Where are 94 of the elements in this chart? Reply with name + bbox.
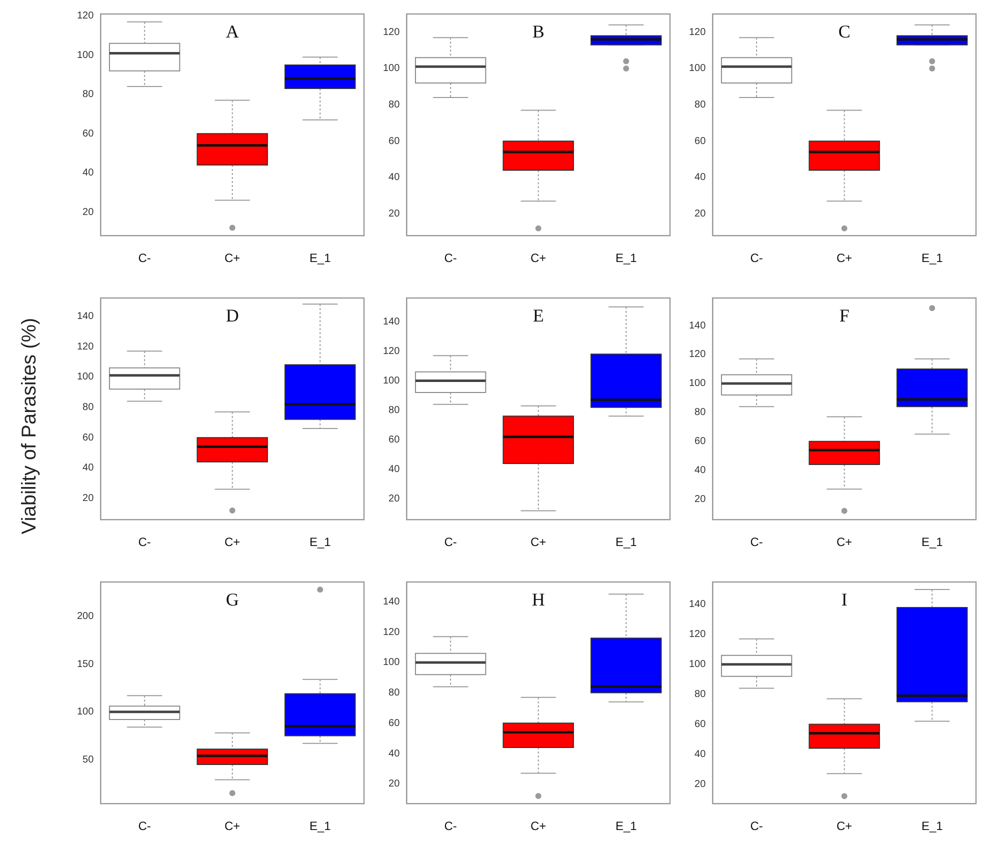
y-tick-label: 100 <box>76 50 94 61</box>
y-tick-label: 40 <box>694 172 706 184</box>
y-tick-label: 150 <box>76 658 94 670</box>
x-tick-label: E_1 <box>309 251 332 266</box>
y-tick-label: 120 <box>382 346 400 357</box>
x-tick-label: C- <box>444 251 457 266</box>
y-tick-label: 80 <box>694 100 706 111</box>
y-tick-label: 40 <box>388 172 400 184</box>
y-tick-label: 140 <box>382 316 400 328</box>
y-tick-label: 80 <box>694 689 706 700</box>
y-tick-label: 120 <box>76 341 94 352</box>
y-tick-label: 120 <box>688 349 706 360</box>
y-tick-label: 40 <box>694 465 706 476</box>
text: H <box>532 590 545 610</box>
x-tick-label: C+ <box>224 819 240 834</box>
text: D <box>226 306 239 326</box>
x-tick-label: C- <box>138 251 151 266</box>
y-tick-label: 200 <box>76 611 94 622</box>
y-tick-label: 80 <box>82 89 94 100</box>
y-tick-label: 140 <box>382 596 400 608</box>
y-tick-label: 100 <box>76 706 94 718</box>
x-tick-label: C+ <box>836 819 852 834</box>
y-tick-label: 80 <box>388 100 400 111</box>
x-tick-label: C- <box>444 535 457 550</box>
x-tick-label: E_1 <box>921 535 944 550</box>
x-tick-label: C- <box>750 819 763 834</box>
y-tick-label: 100 <box>76 372 94 383</box>
x-tick-label: E_1 <box>921 819 944 834</box>
y-tick-label: 60 <box>82 432 94 444</box>
y-tick-label: 120 <box>382 26 400 38</box>
y-tick-label: 100 <box>382 375 400 386</box>
x-tick-label: E_1 <box>309 819 332 834</box>
y-tick-label: 60 <box>388 434 400 446</box>
y-tick-label: 40 <box>694 748 706 760</box>
x-tick-label: C+ <box>224 535 240 550</box>
x-tick-label: E_1 <box>921 251 944 266</box>
y-tick-label: 20 <box>388 494 400 505</box>
x-tick-label: C+ <box>530 251 546 266</box>
y-tick-label: 40 <box>82 462 94 474</box>
x-tick-label: E_1 <box>615 819 638 834</box>
x-tick-label: E_1 <box>615 251 638 266</box>
y-tick-label: 20 <box>694 778 706 790</box>
x-tick-label: C+ <box>530 819 546 834</box>
y-tick-label: 20 <box>694 494 706 506</box>
y-tick-label: 20 <box>694 208 706 220</box>
y-tick-label: 120 <box>76 10 94 22</box>
y-tick-label: 120 <box>382 626 400 638</box>
y-tick-label: 100 <box>688 63 706 74</box>
y-tick-label: 140 <box>76 310 94 322</box>
x-tick-label: E_1 <box>309 535 332 550</box>
x-tick-label: E_1 <box>615 535 638 550</box>
y-tick-label: 50 <box>82 754 94 766</box>
y-tick-label: 60 <box>388 136 400 147</box>
y-tick-label: 100 <box>688 659 706 670</box>
y-tick-label: 100 <box>688 378 706 390</box>
text: I <box>841 590 848 610</box>
y-tick-label: 80 <box>388 405 400 416</box>
y-tick-label: 60 <box>388 718 400 729</box>
y-tick-label: 60 <box>82 128 94 140</box>
y-tick-label: 120 <box>688 629 706 640</box>
y-tick-label: 40 <box>82 168 94 179</box>
y-tick-label: 40 <box>388 464 400 476</box>
y-tick-label: 140 <box>688 599 706 610</box>
y-tick-label: 60 <box>694 136 706 147</box>
y-tick-label: 60 <box>694 718 706 730</box>
text: C <box>838 22 850 42</box>
x-tick-label: C- <box>138 819 151 834</box>
x-tick-label: C+ <box>836 251 852 266</box>
y-axis-title: Viability of Parasites (%) <box>18 318 42 534</box>
y-tick-label: 60 <box>694 436 706 448</box>
y-tick-label: 20 <box>82 493 94 504</box>
y-tick-label: 100 <box>382 657 400 668</box>
x-tick-label: C- <box>138 535 151 550</box>
y-tick-label: 20 <box>388 208 400 220</box>
y-tick-label: 120 <box>688 26 706 38</box>
text: E <box>532 306 544 326</box>
y-tick-label: 140 <box>688 320 706 332</box>
x-tick-label: C+ <box>530 535 546 550</box>
x-tick-label: C- <box>750 535 763 550</box>
y-tick-label: 80 <box>82 402 94 414</box>
y-tick-label: 80 <box>388 688 400 699</box>
x-tick-label: C- <box>444 819 457 834</box>
text: F <box>839 306 850 326</box>
y-tick-label: 20 <box>82 206 94 218</box>
x-tick-label: C- <box>750 251 763 266</box>
text: B <box>532 22 544 42</box>
text: A <box>226 22 239 42</box>
x-tick-label: C+ <box>224 251 240 266</box>
y-tick-label: 100 <box>382 63 400 74</box>
y-tick-label: 80 <box>694 407 706 418</box>
y-tick-label: 20 <box>388 778 400 790</box>
text: G <box>226 590 239 610</box>
y-tick-label: 40 <box>388 748 400 760</box>
x-tick-label: C+ <box>836 535 852 550</box>
